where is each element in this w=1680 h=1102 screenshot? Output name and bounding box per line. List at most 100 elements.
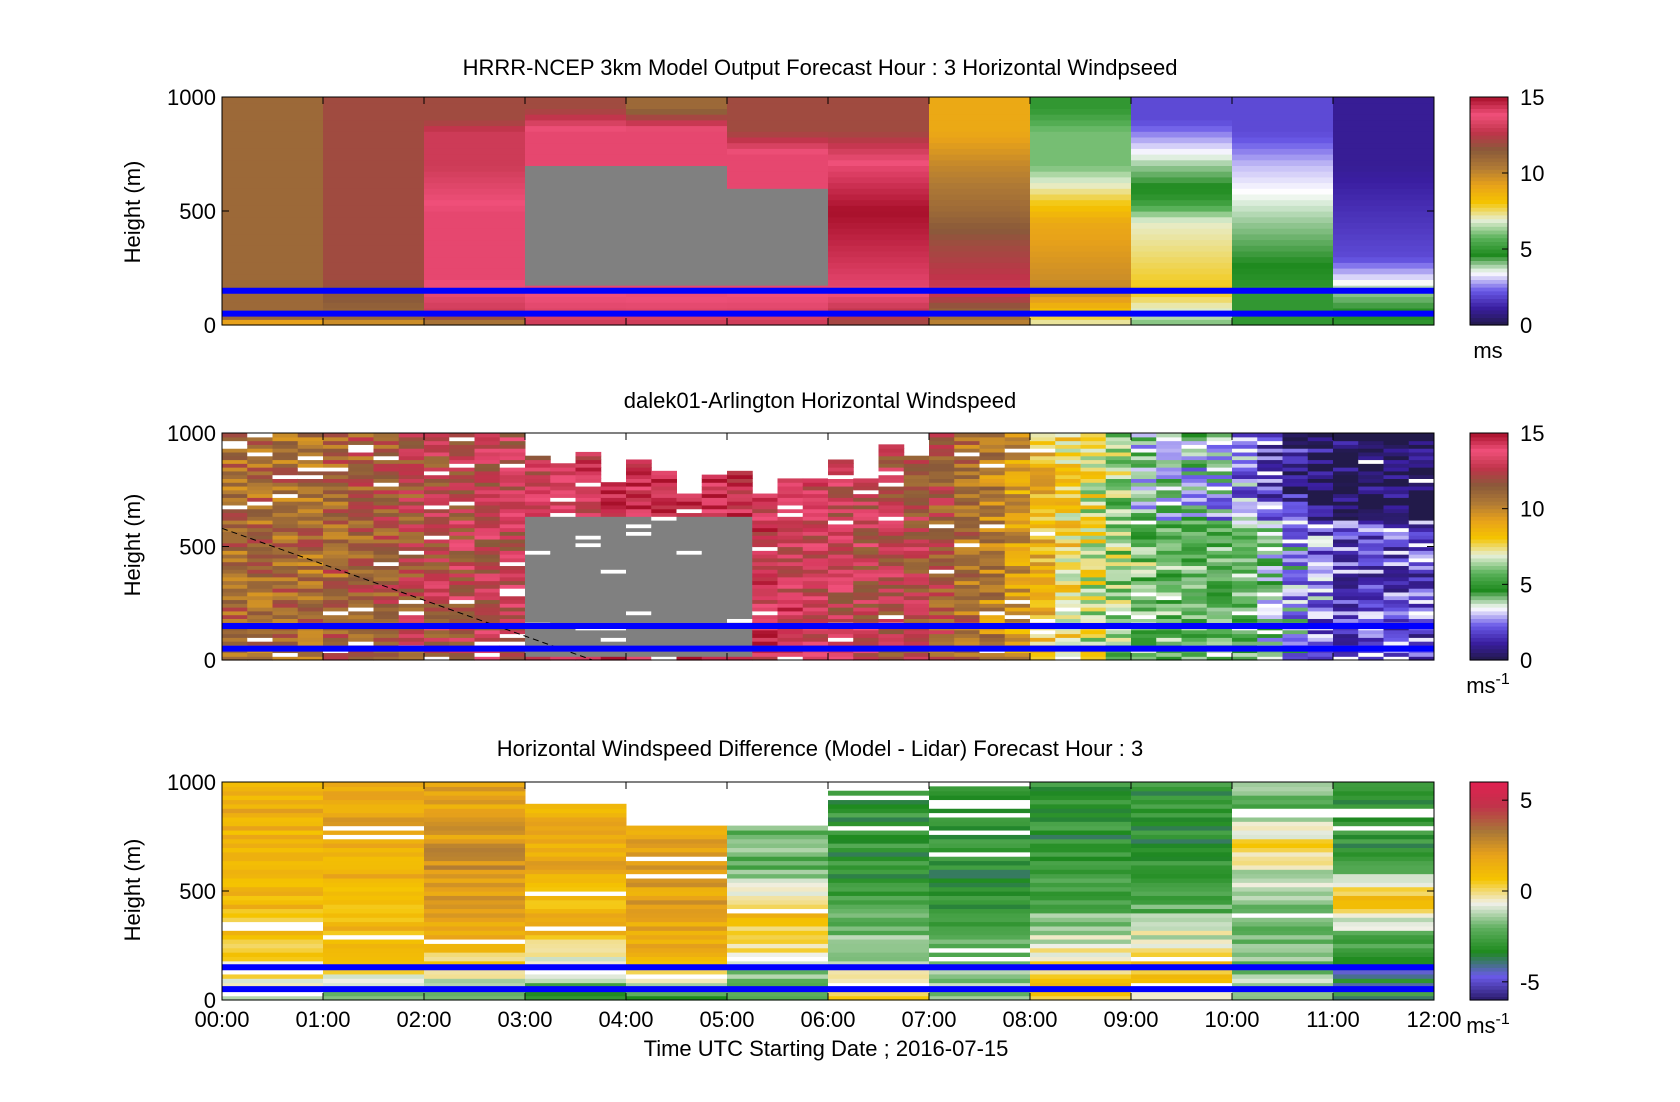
heatmap-cell: [676, 603, 703, 608]
heatmap-cell: [247, 550, 273, 555]
heatmap-cell: [525, 222, 627, 229]
colorbar-cell: [1470, 584, 1508, 589]
heatmap-cell: [651, 554, 677, 559]
heatmap-cell: [1282, 451, 1309, 457]
heatmap-cell: [1333, 485, 1359, 491]
heatmap-cell: [348, 531, 374, 536]
colorbar-cell: [1470, 527, 1508, 532]
heatmap-cell: [979, 504, 1006, 510]
heatmap-cell: [651, 629, 677, 635]
heatmap-cell: [929, 520, 955, 525]
heatmap-cell: [1105, 629, 1132, 635]
colorbar-cell: [1470, 298, 1508, 303]
heatmap-cell: [449, 561, 475, 567]
colorbar-cell: [1470, 142, 1508, 147]
heatmap-cell: [297, 618, 324, 623]
heatmap-cell: [272, 546, 299, 551]
heatmap-cell: [222, 618, 248, 623]
x-tick-labels: 00:00 01:00 02:00 03:00 04:00 05:00 06:00 07:00…: [194, 1007, 1461, 1032]
heatmap-cell: [323, 482, 349, 487]
heatmap-cell: [424, 899, 526, 905]
heatmap-cell: [600, 550, 627, 555]
heatmap-cell: [1030, 572, 1056, 578]
heatmap-cell: [1030, 641, 1056, 646]
heatmap-cell: [752, 652, 778, 657]
heatmap-cell: [575, 493, 602, 498]
heatmap-cell: [1232, 550, 1258, 555]
heatmap-cell: [1282, 433, 1309, 438]
heatmap-cell: [1358, 504, 1384, 510]
heatmap-cell: [903, 614, 930, 619]
heatmap-cell: [676, 610, 703, 616]
heatmap-cell: [247, 489, 273, 495]
heatmap-cell: [1131, 451, 1157, 457]
heatmap-cell: [701, 531, 728, 536]
heatmap-cell: [1232, 633, 1258, 638]
heatmap-cell: [979, 485, 1006, 491]
heatmap-cell: [424, 262, 526, 269]
heatmap-cell: [1030, 629, 1056, 635]
heatmap-cell: [651, 508, 677, 514]
heatmap-cell: [474, 641, 501, 646]
colorbar-cell: [1470, 520, 1508, 525]
heatmap-cell: [424, 451, 450, 457]
heatmap-cell: [853, 535, 879, 540]
colorbar-tick-label: 15: [1520, 421, 1544, 446]
heatmap-cell: [1333, 199, 1435, 206]
heatmap-cell: [979, 474, 1006, 479]
x-tick-label: 03:00: [497, 1007, 552, 1032]
heatmap-cell: [954, 584, 980, 589]
heatmap-cell: [626, 877, 728, 883]
heatmap-cell: [1156, 546, 1182, 551]
heatmap-cell: [1030, 97, 1132, 104]
heatmap-cell: [1408, 489, 1435, 495]
heatmap-cell: [626, 991, 728, 997]
heatmap-cell: [600, 637, 627, 642]
heatmap-cell: [727, 825, 829, 831]
heatmap-cell: [1156, 455, 1182, 461]
heatmap-cell: [929, 262, 1031, 269]
heatmap-cell: [1055, 451, 1081, 457]
heatmap-cell: [297, 550, 324, 555]
heatmap-cell: [1156, 516, 1182, 521]
heatmap-cell: [651, 576, 677, 582]
heatmap-cell: [323, 825, 425, 831]
heatmap-cell: [1131, 250, 1233, 258]
heatmap-cell: [297, 444, 324, 449]
heatmap-cell: [348, 485, 374, 491]
heatmap-cell: [828, 790, 930, 796]
heatmap-cell: [929, 943, 1031, 949]
colorbar-cell: [1470, 989, 1508, 994]
heatmap-cell: [323, 108, 425, 115]
heatmap-cell: [297, 576, 324, 582]
heatmap-cell: [323, 512, 349, 517]
heatmap-cell: [929, 508, 955, 514]
heatmap-cell: [1206, 497, 1233, 502]
heatmap-cell: [474, 546, 501, 551]
heatmap-cell: [424, 131, 526, 138]
heatmap-cell: [1156, 470, 1182, 476]
heatmap-cell: [727, 614, 753, 619]
heatmap-cell: [1333, 538, 1359, 544]
heatmap-cell: [1156, 501, 1182, 506]
colorbar-cell: [1470, 821, 1508, 827]
heatmap-cell: [525, 268, 627, 275]
heatmap-cell: [626, 637, 652, 642]
heatmap-cell: [1333, 973, 1435, 979]
heatmap-cell: [954, 603, 980, 608]
heatmap-cell: [878, 444, 905, 449]
heatmap-cell: [499, 610, 526, 616]
heatmap-cell: [929, 656, 955, 661]
heatmap-cell: [1030, 296, 1132, 303]
heatmap-cell: [1282, 504, 1309, 510]
heatmap-cell: [1257, 451, 1283, 457]
heatmap-cell: [929, 188, 1031, 195]
heatmap-cell: [727, 290, 829, 298]
heatmap-cell: [676, 501, 703, 506]
heatmap-cell: [1156, 618, 1182, 623]
heatmap-cell: [727, 895, 829, 901]
heatmap-cell: [600, 584, 627, 589]
heatmap-cell: [499, 538, 526, 544]
heatmap-cell: [1358, 607, 1384, 612]
heatmap-cell: [1232, 656, 1258, 661]
